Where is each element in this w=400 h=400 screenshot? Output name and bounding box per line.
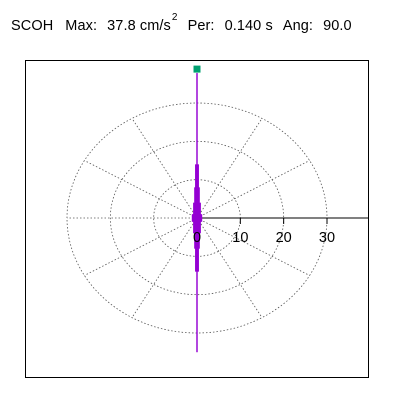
period-label: Per: [187,18,215,34]
radial-tick-labels: 0 10 20 30 [193,230,335,246]
grid-spoke-240 [131,217,198,318]
station-code: SCOH [11,18,54,34]
radial-tick-label-10: 10 [232,230,248,246]
grid-spoke-120 [131,118,198,219]
max-value: 37.8 cm/s [107,18,171,34]
grid-spoke-60 [196,118,263,219]
radial-tick-label-20: 20 [276,230,292,246]
radial-tick-label-0: 0 [193,230,201,246]
grid-spoke-30 [196,160,310,219]
angle-label: Ang: [282,18,314,34]
plot-header: SCOH Max: 37.8 cm/s 2 Per: 0.140 s Ang: … [11,12,352,40]
motion-trace [191,73,203,353]
max-label: Max: [65,18,98,34]
radial-tick-label-30: 30 [319,230,335,246]
polar-axes [197,217,369,224]
max-unit-exponent: 2 [171,12,178,23]
grid-spoke-300 [196,217,263,318]
angle-value: 90.0 [323,18,352,34]
grid-spoke-330 [196,217,310,276]
period-value: 0.140 s [224,18,273,34]
grid-spoke-210 [84,217,198,276]
grid-spoke-150 [84,160,198,219]
angle-marker [193,65,201,73]
direction-marker [193,65,201,73]
